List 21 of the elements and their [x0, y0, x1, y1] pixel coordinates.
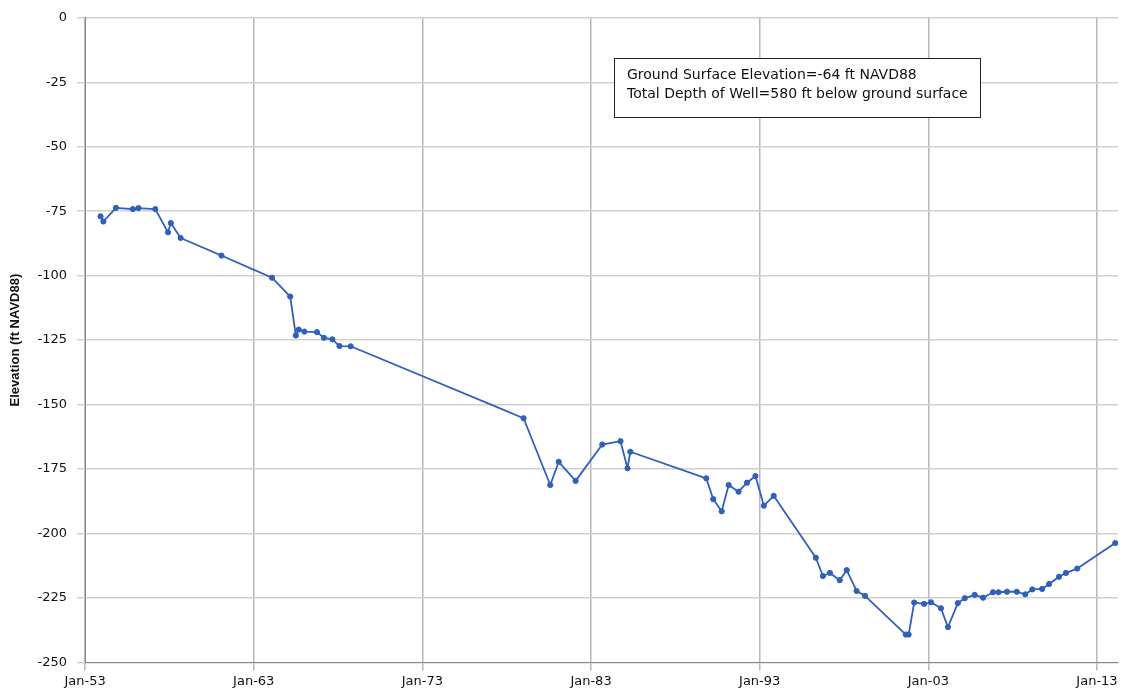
x-tick-label: Jan-93: [738, 672, 781, 688]
annotation: Ground Surface Elevation=-64 ft NAVD88: [627, 65, 918, 84]
x-tick-label: Jan-73: [400, 672, 444, 688]
y-tick-label: 0: [58, 9, 68, 25]
y-tick-label: -75: [45, 202, 68, 218]
annotation: Total Depth of Well=580 ft below ground surface: [627, 84, 968, 103]
x-tick-label: Jan-53: [63, 672, 106, 688]
x-tick-label: Jan-83: [569, 672, 612, 688]
y-tick-label: -200: [37, 524, 68, 540]
y-tick-label: -150: [37, 395, 68, 411]
x-tick-label: Jan-63: [232, 672, 275, 688]
x-tick-label: Jan-13: [1075, 672, 1118, 688]
y-tick-label: -125: [37, 331, 68, 347]
y-axis-title: Elevation (ft NAVD88): [7, 273, 23, 407]
y-tick-label: -250: [37, 653, 68, 669]
x-tick-label: Jan-03: [906, 672, 949, 688]
y-tick-label: -100: [37, 267, 68, 283]
y-tick-label: -50: [45, 138, 68, 154]
y-tick-label: -25: [45, 73, 68, 89]
y-tick-label: -175: [37, 460, 68, 476]
y-tick-label: -225: [37, 589, 68, 605]
